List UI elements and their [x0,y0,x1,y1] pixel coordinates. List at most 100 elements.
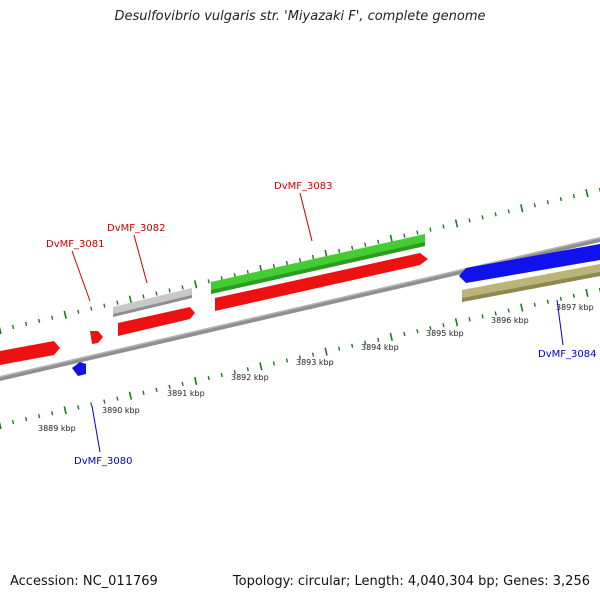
minor-tick [168,288,171,293]
gene-label[interactable]: DvMF_3084 [538,349,596,360]
minor-tick [442,224,445,229]
minor-tick [51,411,54,416]
gray-feature-bar-shade [113,295,192,317]
major-tick [0,421,2,430]
olive-feature-bar-shade [462,272,600,302]
reverse-gene-arrow[interactable] [459,244,600,283]
major-tick [63,406,67,415]
scale-label: 3895 kbp [426,329,464,338]
gene-label[interactable]: DvMF_3081 [46,239,104,250]
minor-tick [181,381,184,387]
map-title: Desulfovibrio vulgaris str. 'Miyazaki F'… [114,9,486,24]
reverse-gene-arrow[interactable] [72,362,86,376]
minor-tick [364,242,367,247]
major-tick [389,332,393,342]
minor-tick [338,346,341,351]
minor-tick [24,321,28,327]
minor-tick [233,370,236,375]
minor-tick [351,245,354,250]
label-leader-line [133,234,148,284]
gene-label[interactable]: DvMF_3082 [107,223,165,234]
minor-tick [207,279,210,284]
accession-label: Accession: [10,574,79,589]
forward-gene-arrow[interactable] [118,307,195,336]
minor-tick [351,343,354,348]
major-tick [520,204,524,213]
minor-tick [546,299,549,304]
minor-tick [507,209,510,214]
minor-tick [246,367,249,372]
minor-tick [116,396,119,401]
scale-label: 3890 kbp [102,406,140,415]
scale-label: 3897 kbp [556,303,594,312]
minor-tick [416,230,419,235]
gene-label[interactable]: DvMF_3083 [274,181,332,192]
gene-label[interactable]: DvMF_3080 [74,456,132,467]
minor-tick [337,248,341,253]
major-tick [193,280,198,289]
minor-tick [233,273,236,278]
minor-tick [403,233,406,238]
forward-gene-arrow[interactable] [215,253,428,311]
minor-tick [572,193,576,199]
scale-label: 3894 kbp [361,343,399,352]
major-tick [259,362,263,371]
topology-info: Topology: circular; Length: 4,040,304 bp… [232,574,590,589]
minor-tick [246,270,249,275]
minor-tick [142,390,145,395]
minor-tick [155,291,158,296]
forward-gene-arrow[interactable] [90,331,103,344]
forward-gene-arrow[interactable] [0,341,60,365]
minor-tick [142,294,145,299]
major-tick [324,347,328,356]
scale-label: 3891 kbp [167,389,205,398]
minor-tick [416,328,419,334]
genome-backbone-highlight [0,237,600,378]
label-leader-line [91,405,101,453]
minor-tick [11,324,15,330]
major-tick [585,288,589,298]
minor-tick [429,326,432,331]
minor-tick [559,296,562,301]
minor-tick [272,263,276,269]
minor-tick [38,414,41,419]
rna-feature-bar-shade [211,242,425,294]
minor-tick [24,417,28,422]
scale-label: 3889 kbp [38,424,76,433]
minor-tick [11,419,15,425]
major-tick [520,303,524,312]
minor-tick [403,331,406,337]
minor-tick [546,200,549,205]
minor-tick [507,308,510,313]
minor-tick [364,340,367,345]
minor-tick [481,314,484,319]
minor-tick [90,402,93,407]
minor-tick [559,197,563,202]
major-tick [454,219,459,228]
minor-tick [311,254,315,260]
major-tick [193,376,198,386]
minor-tick [168,384,171,389]
minor-tick [533,302,536,307]
minor-tick [220,373,223,378]
minor-tick [494,311,497,316]
major-tick [128,391,133,400]
minor-tick [442,323,445,328]
major-tick [0,326,2,335]
major-tick [128,295,133,304]
minor-tick [481,215,484,220]
minor-tick [494,212,497,217]
minor-tick [298,355,302,360]
minor-tick [311,352,315,357]
minor-tick [285,358,289,363]
scale-label: 3892 kbp [231,373,269,382]
minor-tick [468,218,471,223]
minor-tick [116,300,119,305]
minor-tick [533,203,536,208]
major-tick [454,318,459,327]
major-tick [389,234,393,243]
minor-tick [181,285,184,290]
minor-tick [572,293,576,298]
minor-tick [77,309,80,314]
